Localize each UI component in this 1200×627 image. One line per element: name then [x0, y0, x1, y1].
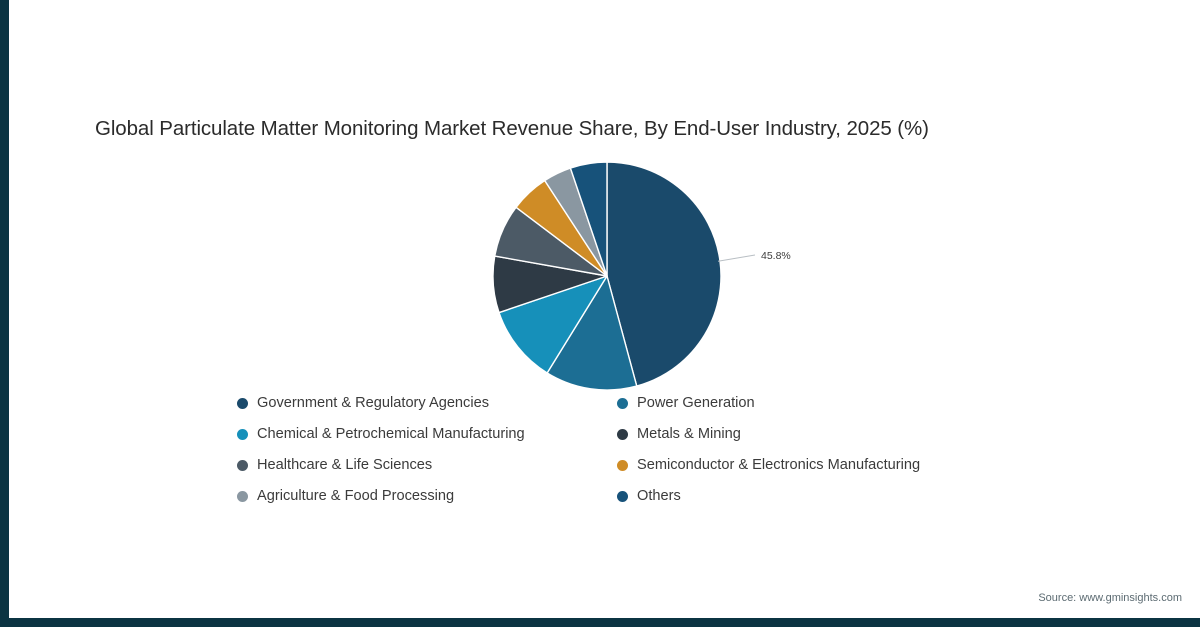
legend-color-swatch-icon [617, 460, 628, 471]
legend-color-swatch-icon [237, 460, 248, 471]
pie-slice[interactable] [492, 255, 608, 314]
pie-chart: 45.8% [9, 0, 1200, 627]
legend-item-power-generation[interactable]: Power Generation [617, 388, 1017, 419]
legend-item-label: Chemical & Petrochemical Manufacturing [257, 426, 525, 443]
legend-item-healthcare-life-sciences[interactable]: Healthcare & Life Sciences [237, 450, 617, 481]
legend-item-label: Healthcare & Life Sciences [257, 457, 433, 474]
legend-item-semiconductor-electronics-manufacturing[interactable]: Semiconductor & Electronics Manufacturin… [617, 450, 1017, 481]
legend-color-swatch-icon [237, 491, 248, 502]
legend-item-agriculture-food-processing[interactable]: Agriculture & Food Processing [237, 481, 617, 512]
legend-item-others[interactable]: Others [617, 481, 1017, 512]
legend-color-swatch-icon [617, 491, 628, 502]
legend-color-swatch-icon [617, 398, 628, 409]
pie-slice[interactable] [569, 161, 608, 277]
legend: Government & Regulatory Agencies Power G… [237, 388, 1037, 512]
pie-slices [492, 161, 722, 391]
legend-color-swatch-icon [237, 398, 248, 409]
legend-color-swatch-icon [617, 429, 628, 440]
legend-item-label: Metals & Mining [637, 426, 741, 443]
legend-item-chemical-petrochemical-manufacturing[interactable]: Chemical & Petrochemical Manufacturing [237, 419, 617, 450]
pie-slice[interactable] [546, 275, 638, 391]
pie-slice[interactable] [515, 179, 608, 277]
leader-line [717, 254, 756, 262]
pie-chart-svg: 45.8% [492, 161, 791, 391]
legend-item-label: Others [637, 488, 681, 505]
legend-item-label: Agriculture & Food Processing [257, 488, 455, 505]
legend-item-label: Government & Regulatory Agencies [257, 395, 490, 412]
pie-slice[interactable] [494, 206, 608, 277]
pie-slice[interactable] [544, 167, 608, 277]
legend-item-metals-mining[interactable]: Metals & Mining [617, 419, 1017, 450]
source-note: Source: www.gminsights.com [1038, 592, 1182, 604]
legend-item-label: Power Generation [637, 395, 755, 412]
pie-slice[interactable] [498, 275, 608, 374]
page-title: Global Particulate Matter Monitoring Mar… [95, 117, 929, 140]
legend-item-label: Semiconductor & Electronics Manufacturin… [637, 457, 921, 474]
legend-color-swatch-icon [237, 429, 248, 440]
legend-item-government-regulatory-agencies[interactable]: Government & Regulatory Agencies [237, 388, 617, 419]
slice-value-label: 45.8% [761, 250, 791, 262]
pie-slice[interactable] [606, 161, 722, 387]
